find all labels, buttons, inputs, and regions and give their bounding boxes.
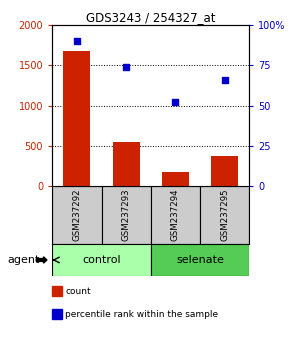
Bar	[162, 172, 189, 186]
Bar	[151, 186, 200, 244]
Bar	[211, 156, 238, 186]
Text: percentile rank within the sample: percentile rank within the sample	[65, 310, 218, 319]
Point	[222, 77, 227, 82]
Bar	[200, 186, 249, 244]
Text: GSM237295: GSM237295	[220, 189, 229, 241]
Bar	[151, 244, 249, 276]
Bar	[102, 186, 151, 244]
Point	[75, 38, 79, 44]
Bar	[63, 51, 90, 186]
Text: GSM237294: GSM237294	[171, 189, 180, 241]
Bar	[113, 142, 140, 186]
Text: GSM237292: GSM237292	[72, 189, 81, 241]
Text: agent: agent	[7, 255, 40, 265]
Text: selenate: selenate	[176, 255, 224, 265]
Text: GSM237293: GSM237293	[122, 189, 131, 241]
Text: count: count	[65, 287, 91, 296]
Point	[173, 99, 178, 105]
Bar	[52, 244, 151, 276]
Title: GDS3243 / 254327_at: GDS3243 / 254327_at	[86, 11, 215, 24]
Point	[124, 64, 128, 70]
Bar	[52, 186, 102, 244]
Text: control: control	[82, 255, 121, 265]
